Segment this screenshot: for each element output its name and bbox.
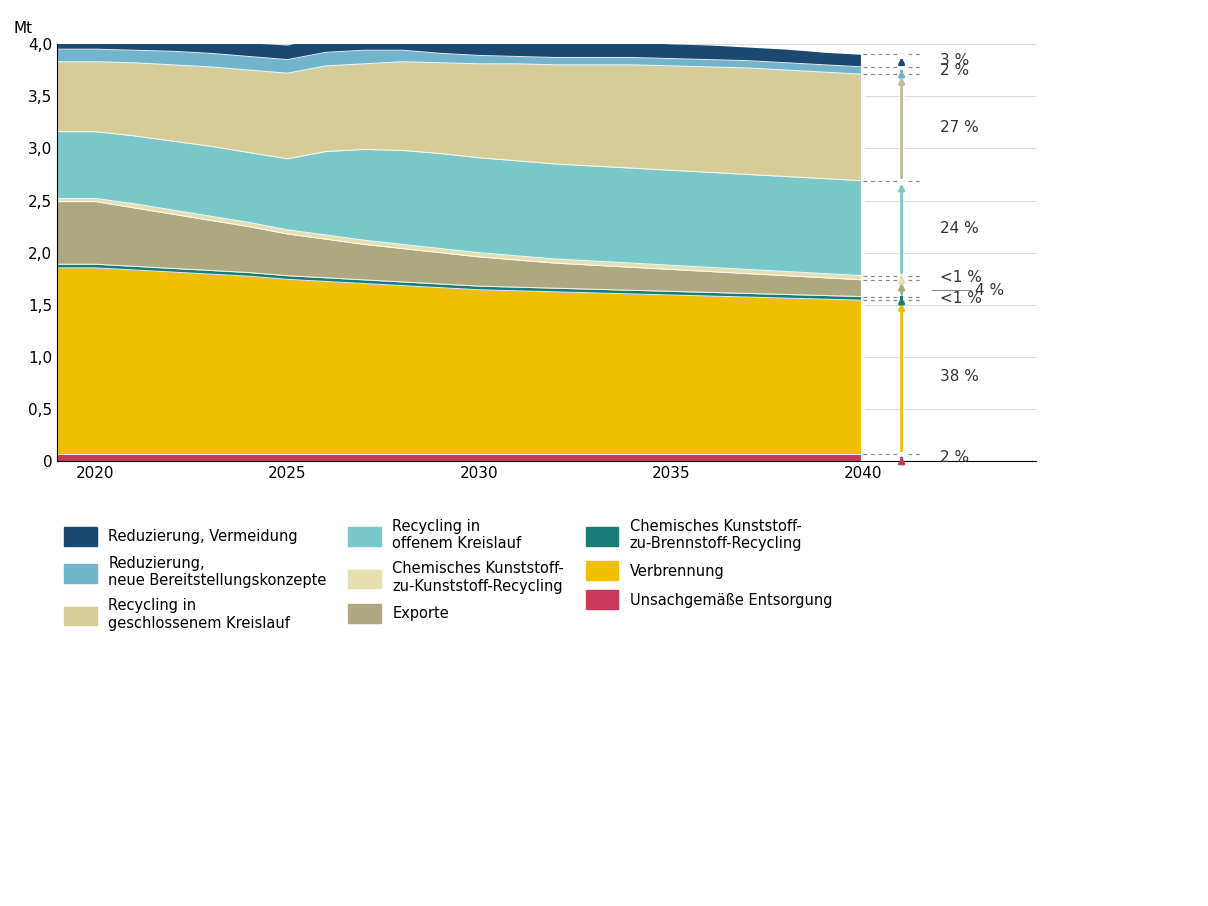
Text: Mt: Mt [13,21,33,35]
Legend: Reduzierung, Vermeidung, Reduzierung,
neue Bereitstellungskonzepte, Recycling in: Reduzierung, Vermeidung, Reduzierung, ne… [64,519,832,631]
Text: 4 %: 4 % [975,283,1004,297]
Text: <1 %: <1 % [940,291,982,306]
Text: 3 %: 3 % [940,53,969,68]
Text: 27 %: 27 % [940,120,978,135]
Text: 38 %: 38 % [940,370,978,384]
Text: 2 %: 2 % [940,63,969,78]
Text: 2 %: 2 % [940,450,969,465]
Text: 24 %: 24 % [940,221,978,236]
Text: <1 %: <1 % [940,270,982,285]
